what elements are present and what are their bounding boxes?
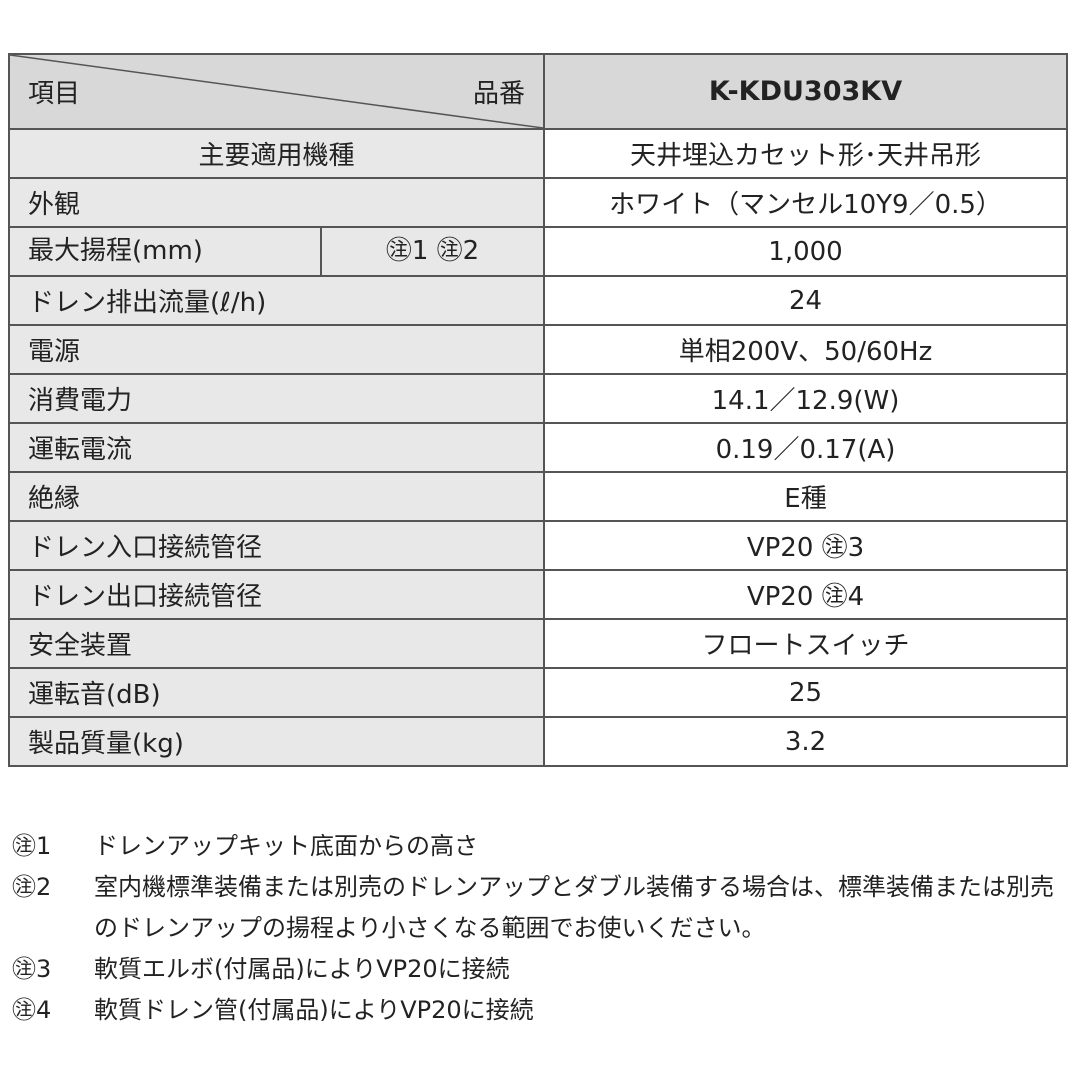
note-item: ㊟3 軟質エルボ(付属品)によりVP20に接続	[12, 949, 1054, 990]
note-key: ㊟1	[12, 832, 52, 860]
row-value: 単相200V、50/60Hz	[543, 324, 1068, 375]
note-text: ドレンアップキット底面からの高さ	[94, 832, 478, 860]
table-row: ドレン出口接続管径 VP20 ㊟4	[8, 569, 1068, 620]
model-label: 品番	[472, 79, 525, 109]
row-label: 主要適用機種	[8, 128, 545, 179]
note-text: 室内機標準装備または別売のドレンアップとダブル装備する場合は、標準装備または別売…	[94, 873, 1054, 942]
table-row: ドレン入口接続管径 VP20 ㊟3	[8, 520, 1068, 571]
table-row: 最大揚程(mm) ㊟1 ㊟2 1,000	[8, 226, 1068, 277]
table-row: 運転音(dB) 25	[8, 667, 1068, 718]
note-item: ㊟2 室内機標準装備または別売のドレンアップとダブル装備する場合は、標準装備または…	[12, 867, 1054, 949]
row-note-ref: ㊟1 ㊟2	[385, 236, 480, 266]
note-key: ㊟2	[12, 873, 52, 901]
header-row: 項目 品番 K-KDU303KV	[8, 53, 1068, 130]
note-text: 軟質ドレン管(付属品)によりVP20に接続	[94, 996, 534, 1024]
table-row: 外観 ホワイト（マンセル10Y9／0.5）	[8, 177, 1068, 228]
note-item: ㊟4 軟質ドレン管(付属品)によりVP20に接続	[12, 990, 1054, 1031]
row-value: 1,000	[543, 226, 1068, 277]
row-value: 24	[543, 275, 1068, 326]
row-label: 消費電力	[8, 373, 545, 424]
row-label: 外観	[8, 177, 545, 228]
notes: ㊟1 ドレンアップキット底面からの高さ㊟2 室内機標準装備または別売のドレンアップと…	[12, 826, 1054, 1031]
note-key: ㊟3	[12, 955, 52, 983]
table-row: ドレン排出流量(ℓ/h) 24	[8, 275, 1068, 326]
note-item: ㊟1 ドレンアップキット底面からの高さ	[12, 826, 1054, 867]
table-row: 絶縁 E種	[8, 471, 1068, 522]
row-label: 電源	[8, 324, 545, 375]
table-row: 主要適用機種 天井埋込カセット形･天井吊形	[8, 128, 1068, 179]
table-row: 電源 単相200V、50/60Hz	[8, 324, 1068, 375]
table-row: 製品質量(kg) 3.2	[8, 716, 1068, 767]
row-label-cell: 最大揚程(mm) ㊟1 ㊟2	[8, 226, 545, 277]
row-label: 製品質量(kg)	[8, 716, 545, 767]
row-label: ドレン出口接続管径	[8, 569, 545, 620]
row-value: ホワイト（マンセル10Y9／0.5）	[543, 177, 1068, 228]
row-value: 25	[543, 667, 1068, 718]
row-value: VP20 ㊟3	[543, 520, 1068, 571]
note-key: ㊟4	[12, 996, 52, 1024]
row-value: 0.19／0.17(A)	[543, 422, 1068, 473]
table-row: 安全装置 フロートスイッチ	[8, 618, 1068, 669]
spec-table: 項目 品番 K-KDU303KV 主要適用機種 天井埋込カセット形･天井吊形 外観 ホワ…	[8, 53, 1068, 767]
row-label: 運転電流	[8, 422, 545, 473]
note-text: 軟質エルボ(付属品)によりVP20に接続	[94, 955, 510, 983]
row-label: 絶縁	[8, 471, 545, 522]
model-number: K-KDU303KV	[543, 53, 1068, 130]
row-value: VP20 ㊟4	[543, 569, 1068, 620]
row-value: 3.2	[543, 716, 1068, 767]
row-label: 最大揚程(mm)	[10, 228, 322, 275]
row-label: 運転音(dB)	[8, 667, 545, 718]
table-row: 消費電力 14.1／12.9(W)	[8, 373, 1068, 424]
table-row: 運転電流 0.19／0.17(A)	[8, 422, 1068, 473]
row-value: 天井埋込カセット形･天井吊形	[543, 128, 1068, 179]
row-label: 安全装置	[8, 618, 545, 669]
row-label: ドレン入口接続管径	[8, 520, 545, 571]
row-value: 14.1／12.9(W)	[543, 373, 1068, 424]
item-label: 項目	[28, 79, 81, 109]
row-value: E種	[543, 471, 1068, 522]
row-label: ドレン排出流量(ℓ/h)	[8, 275, 545, 326]
row-value: フロートスイッチ	[543, 618, 1068, 669]
header-diagonal-cell: 項目 品番	[8, 53, 545, 130]
